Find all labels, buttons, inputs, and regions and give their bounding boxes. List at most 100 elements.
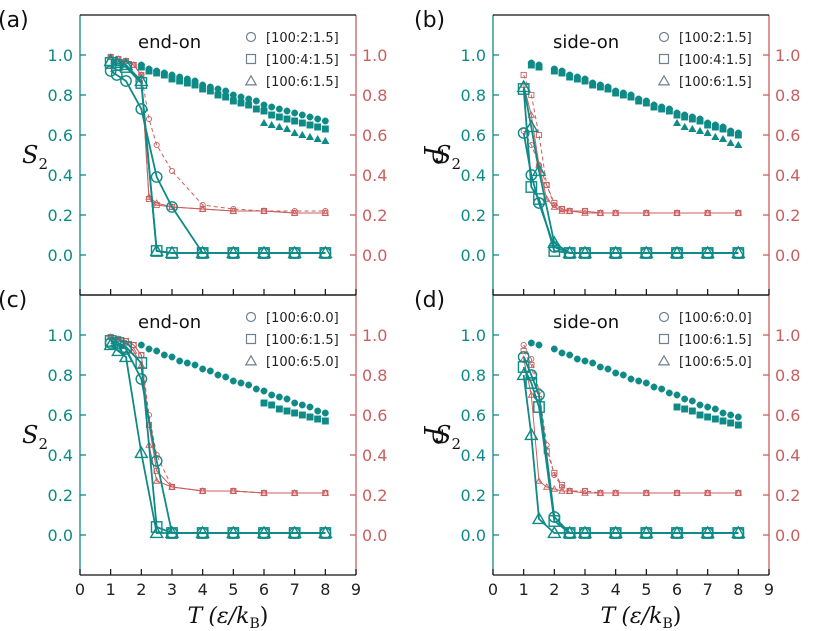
- data-point: [731, 525, 746, 539]
- data-point: [168, 203, 176, 210]
- y-right-tick-label: 0.0: [775, 526, 800, 545]
- y-right-tick-label: 0.0: [775, 246, 800, 265]
- y-right-tick-label: 0.8: [775, 366, 800, 385]
- data-point: [122, 339, 130, 346]
- data-point: [550, 345, 558, 353]
- legend-label: [100:6:5.0]: [266, 355, 339, 370]
- data-point: [696, 401, 704, 409]
- legend-marker-square: [658, 333, 670, 345]
- data-point: [252, 97, 260, 105]
- series-line: [110, 336, 326, 494]
- data-point: [268, 391, 276, 399]
- y-left-subscript: 2: [38, 435, 48, 453]
- y-left-tick-label: 0.8: [461, 86, 486, 105]
- data-point: [260, 207, 268, 214]
- series-8: [672, 118, 743, 149]
- y-left-symbol: S: [435, 421, 451, 449]
- data-point: [719, 409, 727, 417]
- data-point: [145, 67, 153, 75]
- data-point: [734, 131, 742, 139]
- data-point: [268, 103, 276, 111]
- y-right-tick-label: 0.2: [362, 486, 387, 505]
- data-point: [176, 77, 184, 85]
- data-point: [535, 341, 543, 349]
- data-point: [516, 367, 531, 381]
- panel-title: end-on: [138, 32, 201, 53]
- data-point: [581, 489, 589, 496]
- data-point: [229, 207, 238, 214]
- data-point: [639, 245, 654, 259]
- data-point: [229, 487, 238, 494]
- panel-title: side-on: [553, 32, 619, 53]
- data-point: [199, 201, 206, 209]
- data-point: [321, 209, 330, 216]
- data-point: [558, 207, 566, 214]
- series-2: [103, 337, 333, 539]
- y-left-tick-label: 1.0: [48, 326, 73, 345]
- data-point: [704, 121, 712, 129]
- series-line: [523, 350, 739, 494]
- data-point: [520, 347, 527, 355]
- data-point: [635, 97, 643, 105]
- panel-label: (b): [414, 8, 445, 33]
- data-point: [245, 381, 253, 389]
- data-point: [166, 201, 178, 213]
- legend-marker-circle: [245, 311, 257, 323]
- data-point: [259, 118, 269, 127]
- y-left-label: S2: [435, 141, 461, 173]
- data-point: [673, 403, 681, 411]
- legend-marker-square: [658, 53, 670, 65]
- data-point: [229, 377, 237, 385]
- data-point: [524, 427, 539, 441]
- y-left-tick-label: 0.2: [461, 486, 486, 505]
- data-point: [118, 349, 134, 363]
- data-point: [604, 85, 612, 93]
- data-point: [245, 101, 253, 109]
- data-point: [635, 377, 643, 385]
- y-left-tick-label: 0.2: [48, 206, 73, 225]
- y-left-tick-label: 0.2: [461, 206, 486, 225]
- series-0: [517, 127, 745, 259]
- data-point: [542, 483, 551, 490]
- data-point: [260, 489, 268, 496]
- x-axis-label: T (ε/kB): [188, 604, 269, 631]
- y-right-tick-label: 0.8: [362, 86, 387, 105]
- data-point: [535, 131, 543, 139]
- data-point: [734, 489, 743, 496]
- data-point: [612, 369, 620, 377]
- data-point: [314, 115, 322, 123]
- x-tick-label: 0: [75, 580, 85, 599]
- series-6: [137, 61, 329, 125]
- data-point: [252, 105, 260, 113]
- data-point: [627, 375, 635, 383]
- data-point: [283, 407, 291, 415]
- data-point: [558, 349, 566, 357]
- y-left-tick-label: 0.4: [461, 166, 486, 185]
- y-right-tick-label: 0.2: [775, 206, 800, 225]
- data-point: [558, 69, 566, 77]
- data-point: [291, 409, 299, 417]
- data-point: [551, 199, 558, 207]
- data-point: [164, 525, 180, 539]
- series-6: [137, 341, 329, 417]
- data-point: [711, 123, 719, 131]
- data-point: [321, 136, 330, 145]
- data-point: [681, 113, 689, 121]
- data-point: [298, 411, 306, 419]
- data-point: [734, 140, 743, 149]
- data-point: [550, 203, 559, 210]
- x-label-unit: (ε/k: [621, 604, 662, 629]
- y-left-tick-label: 0.8: [461, 366, 486, 385]
- y-right-tick-label: 0.6: [775, 126, 800, 145]
- y-left-tick-label: 0.4: [461, 446, 486, 465]
- y-right-tick-label: 0.0: [362, 526, 387, 545]
- data-point: [577, 525, 593, 539]
- data-point: [535, 477, 543, 484]
- x-tick-label: 9: [764, 580, 774, 599]
- data-point: [120, 75, 132, 87]
- data-point: [581, 357, 589, 365]
- data-point: [268, 111, 276, 119]
- data-point: [256, 525, 272, 539]
- x-label-close: ): [260, 604, 269, 629]
